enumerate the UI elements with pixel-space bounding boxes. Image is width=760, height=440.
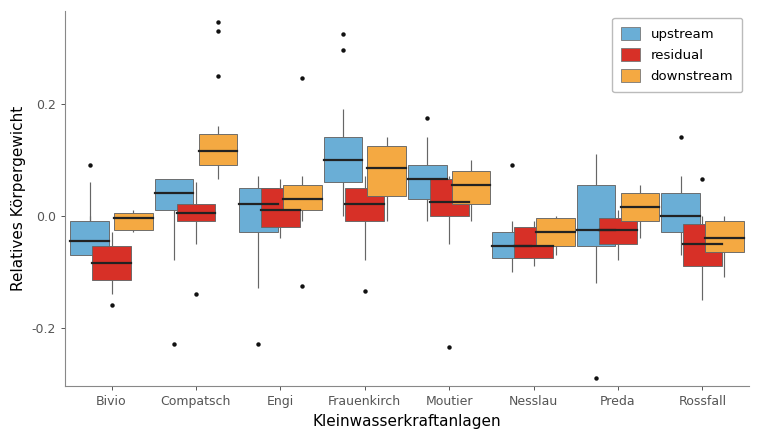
Bar bbox=[452, 171, 490, 204]
Bar bbox=[114, 213, 153, 230]
Y-axis label: Relatives Körpergewicht: Relatives Körpergewicht bbox=[11, 106, 26, 291]
Bar bbox=[577, 185, 616, 246]
Bar bbox=[683, 224, 722, 266]
Bar bbox=[430, 179, 468, 216]
Bar bbox=[154, 179, 193, 210]
Bar bbox=[346, 187, 384, 221]
Bar bbox=[599, 218, 638, 243]
Bar bbox=[515, 227, 553, 257]
Bar bbox=[408, 165, 447, 199]
Bar bbox=[198, 134, 237, 165]
Bar bbox=[324, 137, 362, 182]
Bar bbox=[261, 187, 299, 227]
Bar bbox=[239, 187, 277, 232]
Bar bbox=[92, 246, 131, 280]
Bar bbox=[621, 193, 660, 221]
Legend: upstream, residual, downstream: upstream, residual, downstream bbox=[612, 18, 743, 92]
Bar bbox=[283, 185, 321, 210]
Bar bbox=[176, 204, 215, 221]
Bar bbox=[367, 146, 406, 196]
Bar bbox=[492, 232, 531, 257]
Bar bbox=[70, 221, 109, 255]
Bar bbox=[537, 218, 575, 246]
Bar bbox=[705, 221, 744, 252]
X-axis label: Kleinwasserkraftanlagen: Kleinwasserkraftanlagen bbox=[312, 414, 502, 429]
Bar bbox=[661, 193, 700, 232]
